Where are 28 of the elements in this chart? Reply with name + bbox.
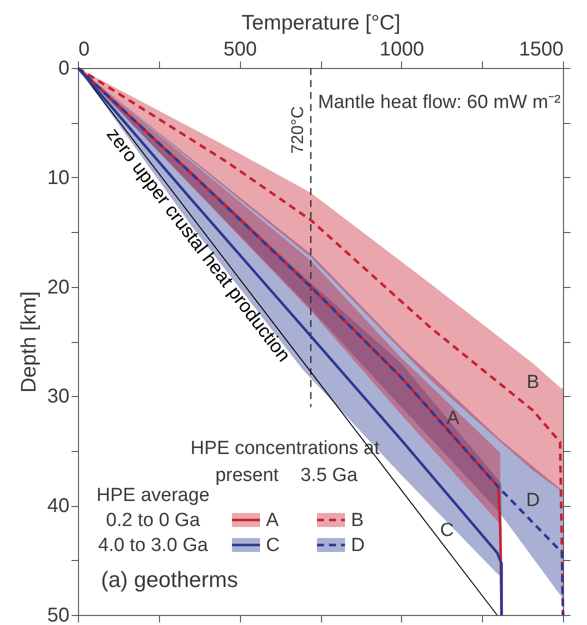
legend-label: D	[351, 535, 365, 556]
y-tick-label: 40	[47, 495, 70, 518]
annotation: D	[526, 490, 540, 511]
legend-label: B	[351, 510, 364, 531]
annotation: Mantle heat flow: 60 mW m⁻²	[318, 92, 561, 113]
legend-label: C	[266, 535, 280, 556]
y-tick-label: 20	[47, 276, 70, 298]
annotation: 0.2 to 0 Ga	[106, 510, 200, 531]
x-tick-label: 1500	[519, 38, 564, 60]
annotation: 3.5 Ga	[300, 465, 358, 486]
x-tick-label: 500	[223, 38, 257, 60]
annotation: (a) geotherms	[101, 567, 238, 592]
annotation: C	[440, 520, 454, 541]
y-tick-label: 50	[47, 604, 70, 625]
legend-label: A	[266, 510, 279, 531]
x-tick-label: 1000	[380, 38, 424, 60]
y-tick-label: 10	[47, 166, 70, 189]
y-axis-title: Depth [km]	[17, 291, 40, 393]
annotation: HPE average	[96, 485, 210, 506]
annotation: 4.0 to 3.0 Ga	[98, 535, 208, 556]
y-tick-label: 0	[58, 58, 70, 80]
annotation: B	[526, 372, 540, 393]
ref-line-label: 720°C	[288, 106, 307, 154]
x-axis-title: Temperature [°C]	[242, 12, 400, 34]
annotation: A	[446, 408, 460, 429]
y-tick-label: 30	[47, 386, 70, 408]
x-tick-label: 0	[78, 38, 90, 60]
annotation: present	[215, 465, 280, 486]
